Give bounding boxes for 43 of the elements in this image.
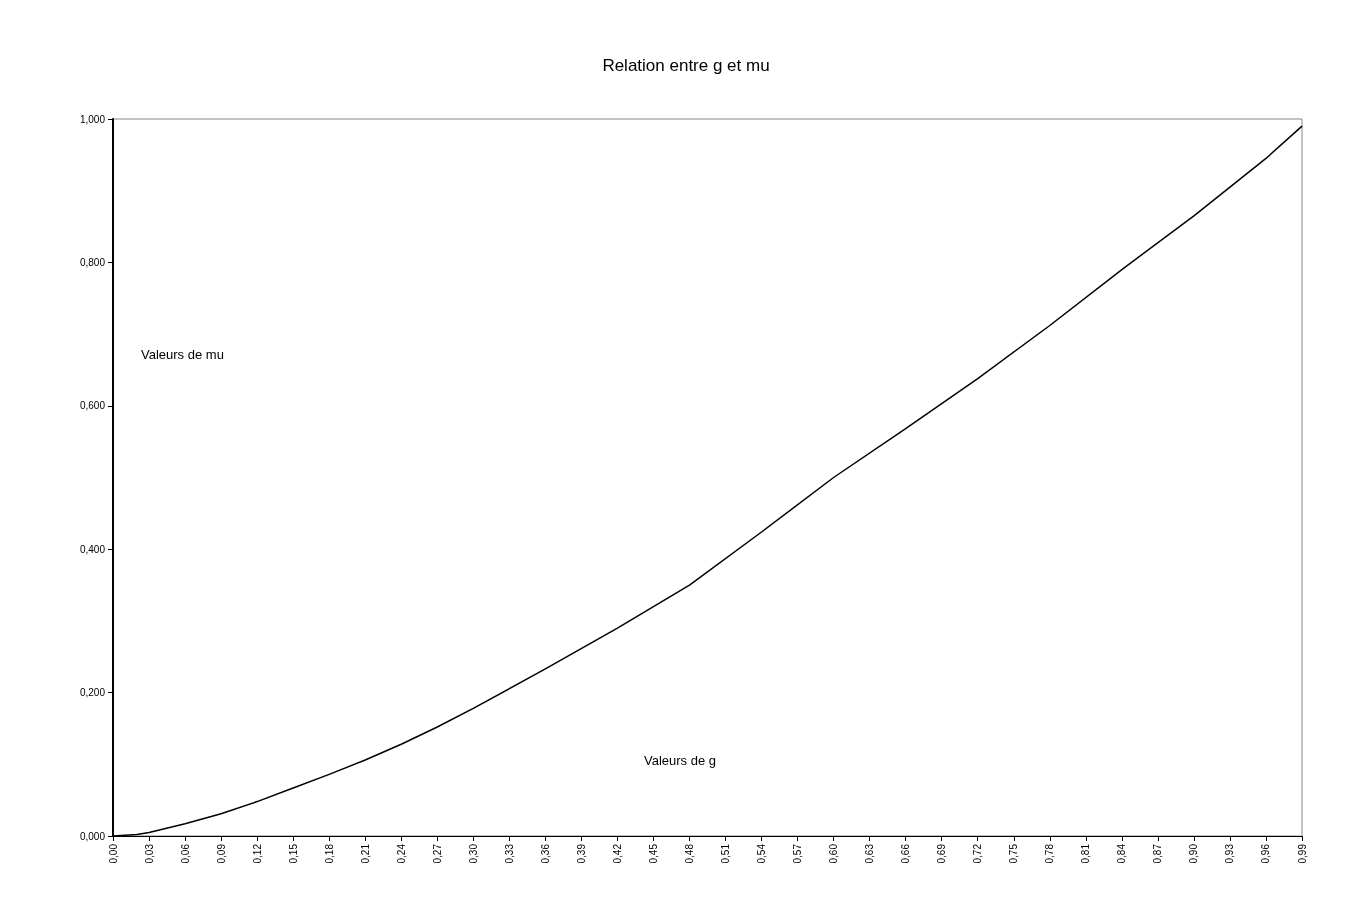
x-tick-label: 0,72 [972,843,984,864]
y-tick-label: 0,200 [79,687,106,699]
x-tick-label: 0,69 [936,843,948,864]
x-tick-label: 0,87 [1152,843,1164,864]
x-tick-label: 0,21 [359,843,371,864]
y-tick-label: 1,000 [79,113,106,125]
x-tick-label: 0,15 [287,843,299,864]
x-tick-label: 0,78 [1044,843,1056,864]
x-tick-label: 0,54 [756,843,768,864]
x-tick-label: 0,36 [539,843,551,864]
x-axis-title: Valeurs de g [644,753,717,768]
x-tick-label: 0,99 [1296,843,1308,864]
x-tick-label: 0,12 [251,843,263,864]
x-tick-label: 0,81 [1080,843,1092,864]
x-tick-label: 0,09 [215,843,227,864]
x-tick-label: 0,00 [107,843,119,864]
x-tick-label: 0,51 [720,843,732,864]
x-tick-label: 0,18 [323,843,335,864]
x-tick-label: 0,42 [611,843,623,864]
x-tick-label: 0,57 [792,843,804,864]
x-tick-label: 0,63 [864,843,876,864]
x-tick-label: 0,30 [467,843,479,864]
x-tick-label: 0,39 [575,843,587,864]
x-tick-label: 0,45 [647,843,659,864]
x-tick-label: 0,84 [1116,843,1128,864]
x-tick-label: 0,24 [395,843,407,864]
x-tick-label: 0,90 [1188,843,1200,864]
y-tick-label: 0,600 [79,400,106,412]
x-tick-label: 0,60 [828,843,840,864]
x-tick-label: 0,93 [1224,843,1236,864]
x-tick-label: 0,48 [683,843,695,864]
x-tick-label: 0,06 [179,843,191,864]
y-tick-label: 0,800 [79,256,106,268]
x-tick-label: 0,27 [431,843,443,864]
x-tick-label: 0,96 [1260,843,1272,864]
x-tick-label: 0,75 [1008,843,1020,864]
chart-title: Relation entre g et mu [602,56,770,75]
y-axis-title: Valeurs de mu [141,347,224,362]
x-tick-label: 0,33 [503,843,515,864]
x-tick-label: 0,03 [143,843,155,864]
y-tick-label: 0,400 [79,543,106,555]
y-tick-label: 0,000 [79,830,106,842]
x-tick-label: 0,66 [900,843,912,864]
